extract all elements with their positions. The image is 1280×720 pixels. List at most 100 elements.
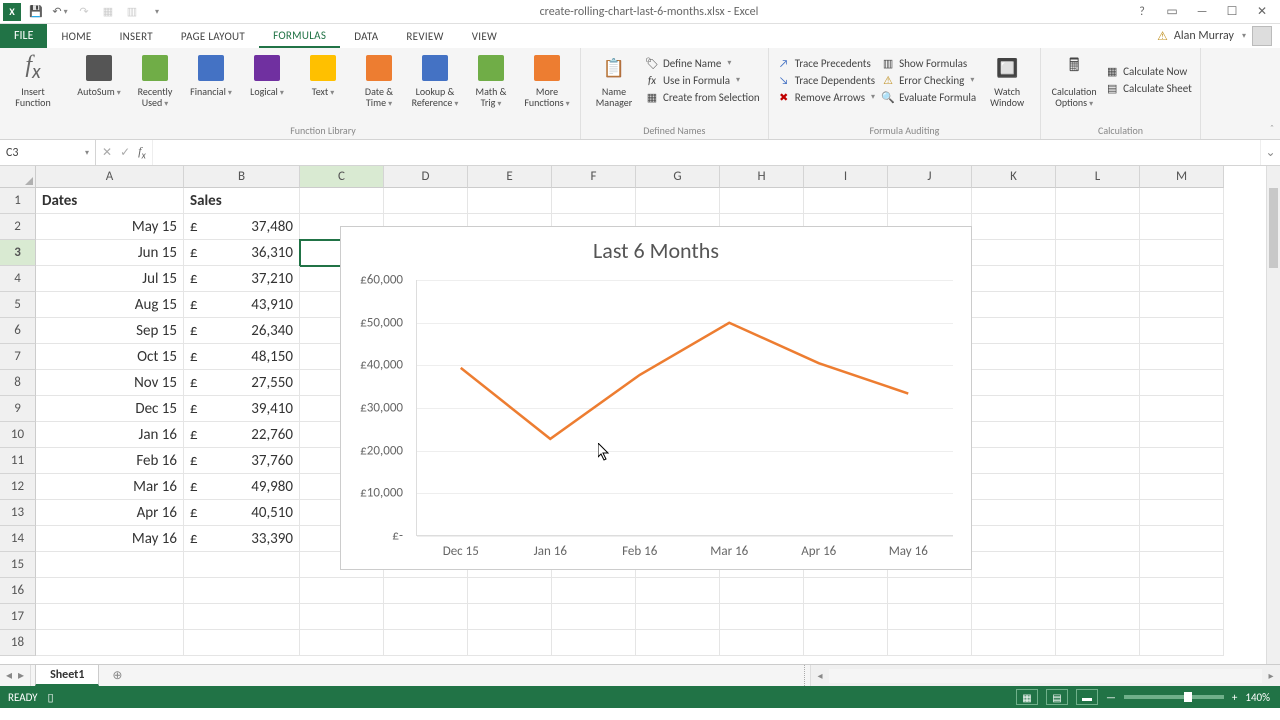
horizontal-scrollbar[interactable]: ◂▸ — [810, 665, 1280, 686]
row-header[interactable]: 5 — [0, 292, 36, 318]
row-header[interactable]: 3 — [0, 240, 36, 266]
cell[interactable]: £37,480 — [184, 214, 300, 240]
column-header[interactable]: C — [300, 166, 384, 188]
cell[interactable] — [720, 578, 804, 604]
row-header[interactable]: 12 — [0, 474, 36, 500]
page-break-view-icon[interactable]: ▬ — [1076, 689, 1098, 705]
row-header[interactable]: 16 — [0, 578, 36, 604]
cell[interactable] — [468, 578, 552, 604]
cell[interactable] — [972, 396, 1056, 422]
cell[interactable]: Mar 16 — [36, 474, 184, 500]
column-header[interactable]: H — [720, 166, 804, 188]
row-header[interactable]: 7 — [0, 344, 36, 370]
cell[interactable] — [1140, 630, 1224, 656]
cell[interactable] — [1140, 552, 1224, 578]
column-header[interactable]: G — [636, 166, 720, 188]
cell[interactable]: Aug 15 — [36, 292, 184, 318]
row-header[interactable]: 6 — [0, 318, 36, 344]
cell[interactable] — [1140, 448, 1224, 474]
cell[interactable] — [468, 630, 552, 656]
cell[interactable] — [636, 604, 720, 630]
cell[interactable] — [384, 604, 468, 630]
cell[interactable] — [1140, 292, 1224, 318]
row-header[interactable]: 11 — [0, 448, 36, 474]
spreadsheet-grid[interactable]: ABCDEFGHIJKLM 1DatesSales2May 15£37,4803… — [0, 166, 1280, 664]
user-account[interactable]: ⚠ Alan Murray ▾ — [1157, 24, 1280, 48]
column-header[interactable]: D — [384, 166, 468, 188]
cell[interactable] — [720, 604, 804, 630]
cell[interactable] — [1140, 344, 1224, 370]
cell[interactable]: Jul 15 — [36, 266, 184, 292]
cell[interactable] — [1140, 526, 1224, 552]
undo-icon[interactable]: ↶▾ — [50, 2, 70, 22]
trace-precedents-button[interactable]: ↗Trace Precedents — [777, 56, 875, 70]
row-header[interactable]: 14 — [0, 526, 36, 552]
cell[interactable] — [36, 630, 184, 656]
cell[interactable] — [888, 578, 972, 604]
ribbon-tab-formulas[interactable]: FORMULAS — [259, 24, 340, 48]
select-all-button[interactable] — [0, 166, 36, 188]
cell[interactable] — [1056, 214, 1140, 240]
cell[interactable] — [1056, 344, 1140, 370]
zoom-in-icon[interactable]: + — [1232, 691, 1237, 704]
cell[interactable] — [1140, 188, 1224, 214]
logical-button[interactable]: Logical▾ — [242, 52, 292, 109]
text-button[interactable]: Text▾ — [298, 52, 348, 109]
normal-view-icon[interactable]: ▦ — [1016, 689, 1038, 705]
cell[interactable] — [384, 188, 468, 214]
define-name-button[interactable]: 🏷Define Name▾ — [645, 56, 760, 70]
help-icon[interactable]: ? — [1132, 5, 1152, 19]
cell[interactable]: Dec 15 — [36, 396, 184, 422]
cell[interactable] — [468, 604, 552, 630]
calculate-now-button[interactable]: ▦Calculate Now — [1105, 65, 1192, 79]
cell[interactable] — [804, 188, 888, 214]
cell[interactable] — [552, 604, 636, 630]
cell[interactable] — [1056, 188, 1140, 214]
cell[interactable] — [36, 578, 184, 604]
cell[interactable] — [468, 188, 552, 214]
cell[interactable] — [1140, 240, 1224, 266]
cell[interactable] — [972, 630, 1056, 656]
ribbon-tab-page-layout[interactable]: PAGE LAYOUT — [167, 24, 259, 48]
cell[interactable] — [1056, 240, 1140, 266]
expand-formula-bar-icon[interactable]: ⌄ — [1260, 140, 1280, 165]
cell[interactable] — [972, 292, 1056, 318]
cell[interactable]: Oct 15 — [36, 344, 184, 370]
collapse-ribbon-icon[interactable]: ˆ — [1270, 122, 1274, 135]
fx-icon[interactable]: fx — [138, 144, 146, 161]
insert-function-button[interactable]: fx Insert Function — [8, 52, 58, 108]
cell[interactable] — [972, 188, 1056, 214]
cell[interactable]: £43,910 — [184, 292, 300, 318]
autosum-button[interactable]: AutoSum▾ — [74, 52, 124, 109]
cell[interactable] — [384, 578, 468, 604]
cell[interactable]: £40,510 — [184, 500, 300, 526]
cell[interactable] — [1140, 396, 1224, 422]
cell[interactable]: Apr 16 — [36, 500, 184, 526]
cell[interactable] — [636, 630, 720, 656]
cell[interactable] — [972, 552, 1056, 578]
cell[interactable] — [888, 604, 972, 630]
cell[interactable]: Jun 15 — [36, 240, 184, 266]
qat-icon[interactable]: ▥ — [122, 2, 142, 22]
evaluate-formula-button[interactable]: 🔍Evaluate Formula — [881, 90, 976, 104]
cancel-icon[interactable]: ✕ — [102, 145, 112, 160]
column-header[interactable]: F — [552, 166, 636, 188]
ribbon-tab-data[interactable]: DATA — [340, 24, 392, 48]
cell[interactable]: Nov 15 — [36, 370, 184, 396]
redo-icon[interactable]: ↷ — [74, 2, 94, 22]
cell[interactable] — [1140, 370, 1224, 396]
cell[interactable] — [552, 630, 636, 656]
cell[interactable] — [804, 604, 888, 630]
ribbon-tab-view[interactable]: VIEW — [458, 24, 511, 48]
watch-window-button[interactable]: 🔲 Watch Window — [982, 52, 1032, 108]
more-functions-button[interactable]: More Functions▾ — [522, 52, 572, 109]
zoom-out-icon[interactable]: — — [1106, 691, 1116, 704]
qat-icon[interactable]: ▦ — [98, 2, 118, 22]
cell[interactable]: £48,150 — [184, 344, 300, 370]
cell[interactable] — [1056, 292, 1140, 318]
cell[interactable] — [1056, 370, 1140, 396]
sheet-tab[interactable]: Sheet1 — [35, 665, 99, 686]
cell[interactable] — [1140, 422, 1224, 448]
cell[interactable]: Dates — [36, 188, 184, 214]
cell[interactable] — [1140, 578, 1224, 604]
